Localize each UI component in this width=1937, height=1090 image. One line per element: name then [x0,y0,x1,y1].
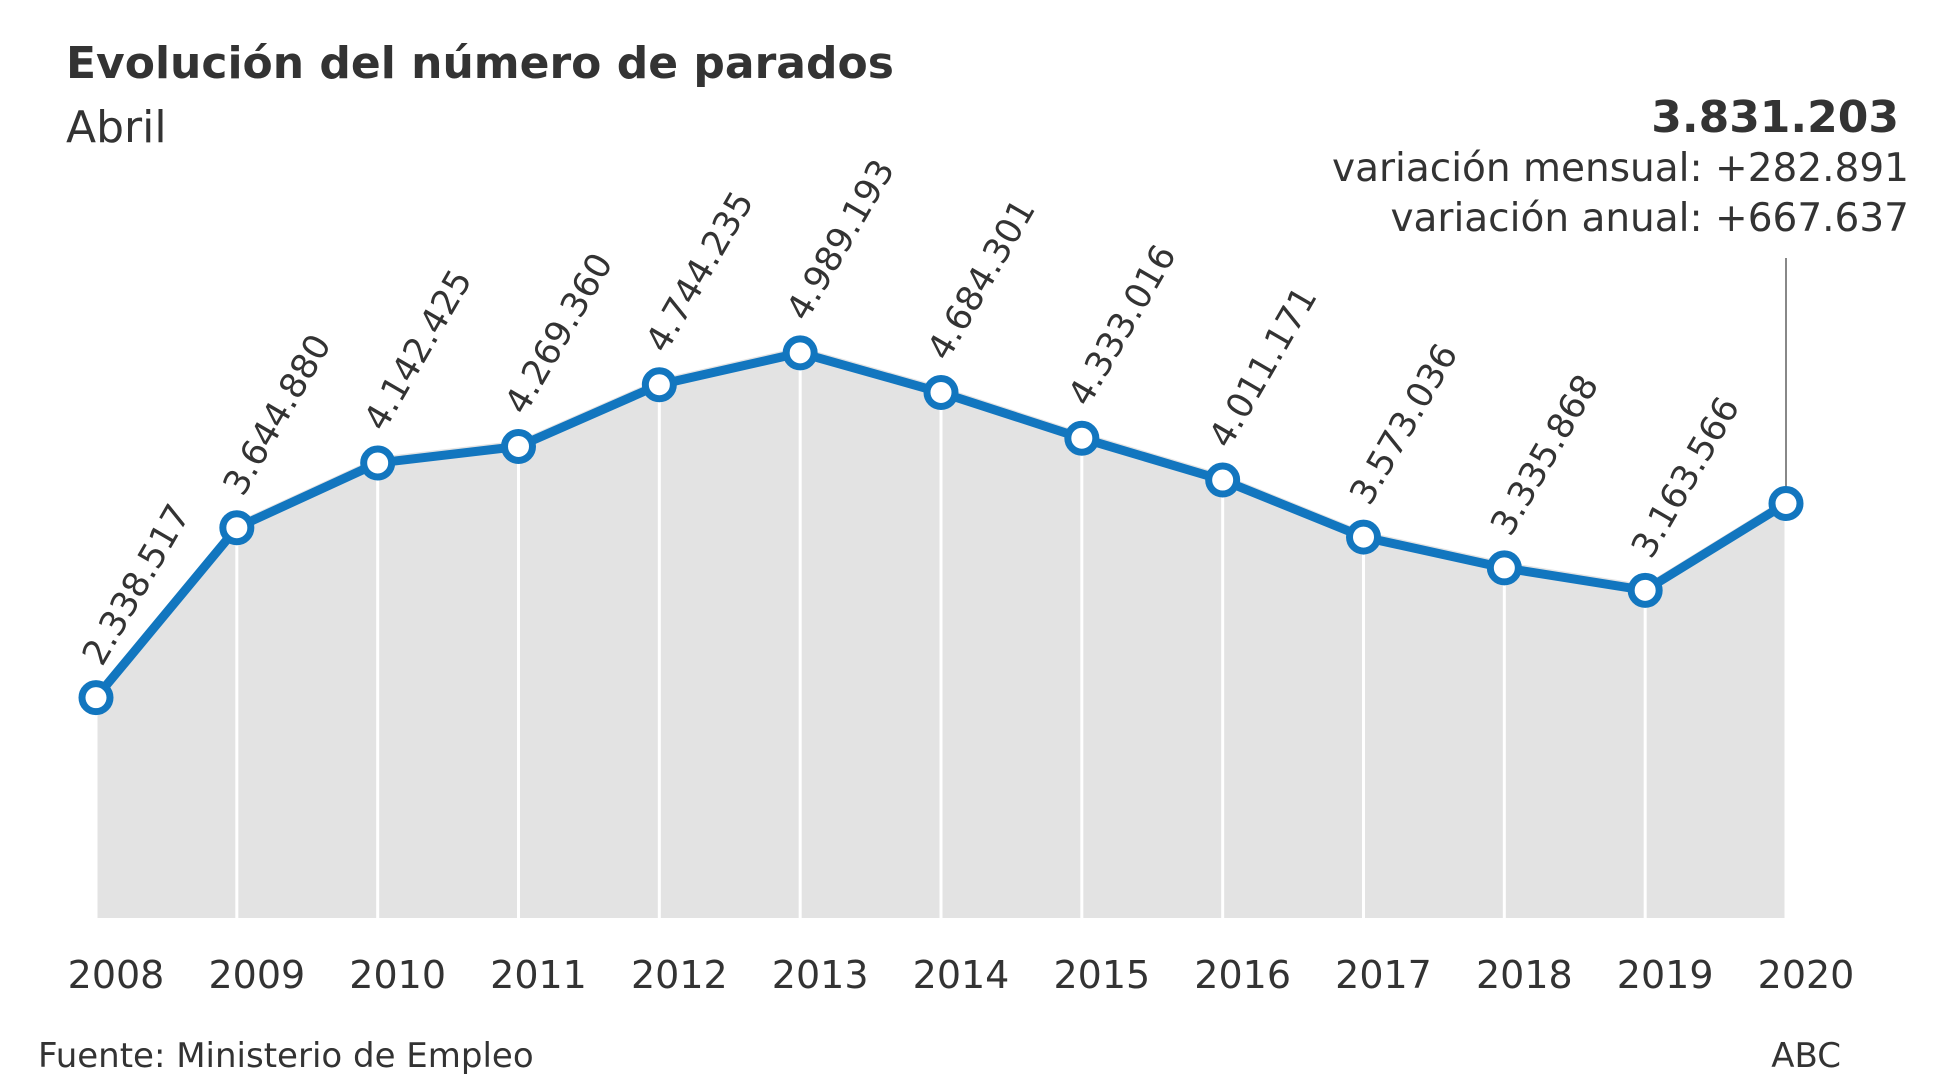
value-label-2011: 4.269.360 [498,247,622,421]
x-tick-label-2011: 2011 [490,953,587,997]
x-tick-label-2015: 2015 [1053,953,1150,997]
data-point-2015 [1064,420,1100,456]
value-label-2009: 3.644.880 [216,328,340,502]
x-tick-label-2008: 2008 [68,953,165,997]
data-point-2010 [360,445,396,481]
data-point-2009 [219,510,255,546]
value-label-2017: 3.573.036 [1343,337,1467,511]
data-point-2008 [78,680,114,716]
value-label-2013: 4.989.193 [779,153,903,327]
latest-value-callout: 3.831.203 variación mensual: +282.891 va… [1332,92,1909,244]
data-point-2011 [501,428,536,464]
x-tick-label-2019: 2019 [1617,953,1714,997]
x-tick-label-2018: 2018 [1476,953,1573,997]
data-point-2014 [923,374,959,410]
data-point-2019 [1627,572,1663,608]
chart-subtitle: Abril [66,102,167,153]
value-label-2012: 4.744.235 [638,185,762,359]
data-point-2020 [1768,485,1804,521]
x-tick-label-2012: 2012 [631,953,728,997]
source-note: Fuente: Ministerio de Empleo [38,1036,534,1076]
data-point-2018 [1486,550,1522,586]
credit-note: ABC [1771,1036,1841,1076]
value-label-2016: 4.011.171 [1202,280,1326,454]
x-tick-label-2017: 2017 [1335,953,1432,997]
value-label-2018: 3.335.868 [1483,368,1607,542]
annual-variation: variación anual: +667.637 [1390,196,1909,241]
monthly-variation: variación mensual: +282.891 [1332,146,1909,191]
x-tick-label-2020: 2020 [1758,953,1855,997]
value-label-2015: 4.333.016 [1061,238,1185,412]
x-tick-label-2010: 2010 [349,953,446,997]
x-tick-label-2014: 2014 [913,953,1010,997]
latest-value: 3.831.203 [1651,92,1899,143]
x-tick-label-2013: 2013 [772,953,869,997]
chart-title: Evolución del número de parados [66,38,894,89]
data-point-2012 [641,367,677,403]
data-point-2016 [1205,462,1241,498]
data-point-2013 [782,335,818,371]
data-point-2017 [1346,519,1381,555]
x-tick-label-2016: 2016 [1194,953,1291,997]
value-label-2014: 4.684.301 [920,193,1044,367]
value-label-2010: 4.142.425 [357,263,481,437]
x-tick-label-2009: 2009 [208,953,305,997]
